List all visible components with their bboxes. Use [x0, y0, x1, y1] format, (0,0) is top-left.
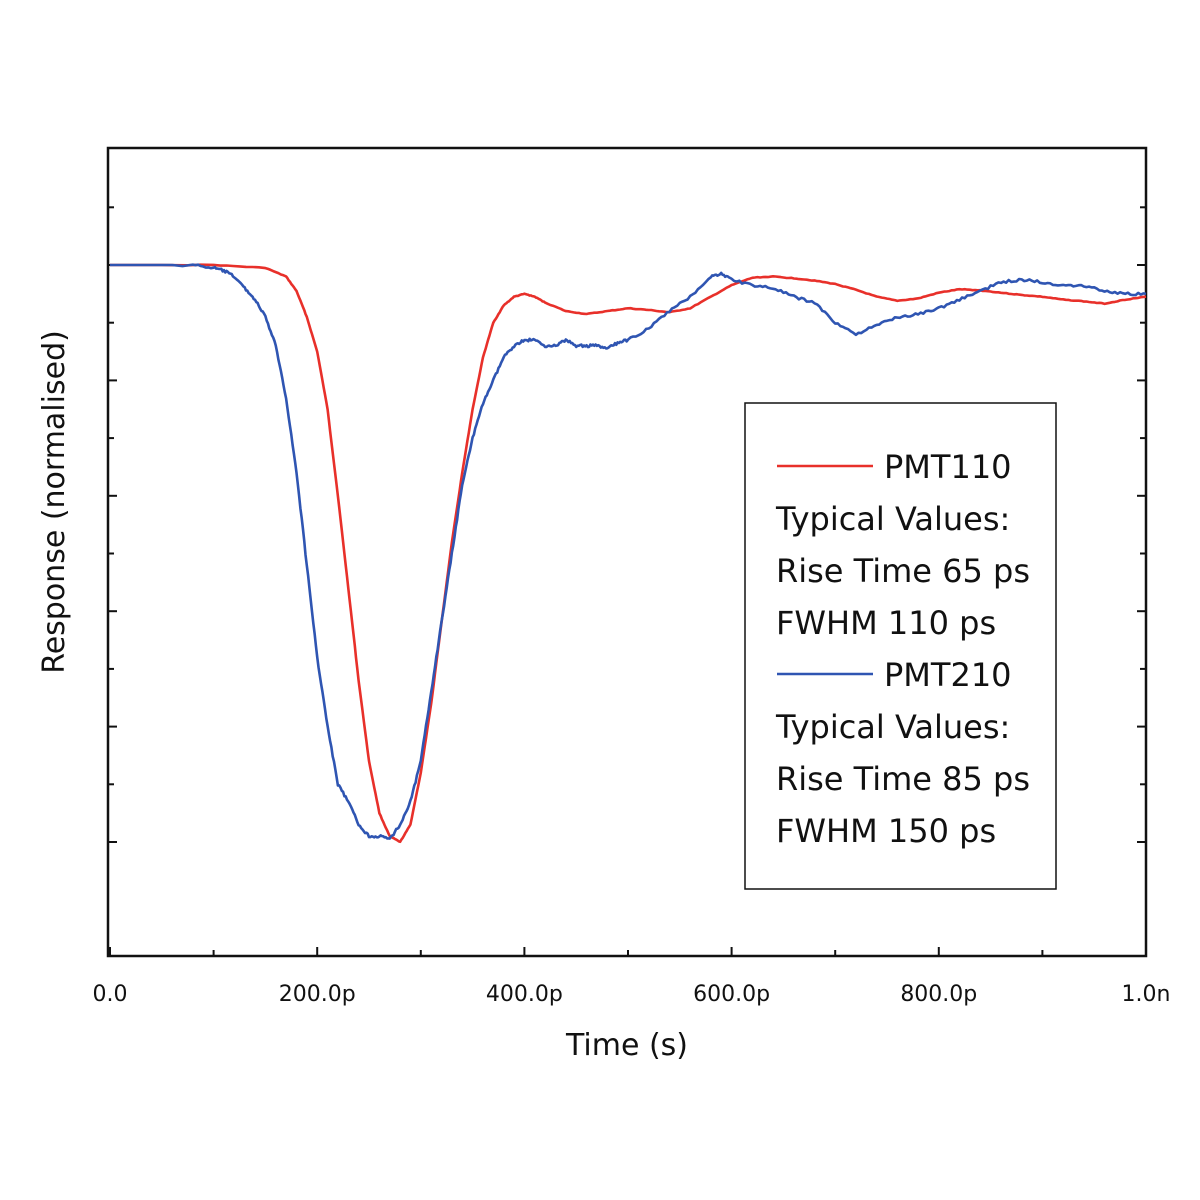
legend-pmt210-typical: Typical Values:: [775, 708, 1010, 746]
x-tick-label: 800.0p: [900, 982, 977, 1007]
x-tick-label: 600.0p: [693, 982, 770, 1007]
legend-pmt110-rise-time: Rise Time 65 ps: [776, 552, 1030, 590]
x-tick-labels: 0.0 200.0p 400.0p 600.0p 800.0p 1.0n: [93, 982, 1171, 1007]
legend-box: [744, 402, 1057, 890]
x-tick-label: 400.0p: [486, 982, 563, 1007]
axis-ticks: [108, 206, 1147, 956]
legend-pmt210-fwhm: FWHM 150 ps: [776, 812, 996, 850]
legend-label-pmt210: PMT210: [884, 656, 1012, 694]
series-line-pmt210: [110, 263, 1147, 840]
x-axis-label: Time (s): [565, 1028, 688, 1063]
legend-pmt110-fwhm: FWHM 110 ps: [776, 604, 996, 642]
x-tick-label: 0.0: [93, 982, 128, 1007]
legend-pmt210-rise-time: Rise Time 85 ps: [776, 760, 1030, 798]
series-line-pmt110: [110, 263, 1147, 844]
legend: PMT110 Typical Values: Rise Time 65 ps F…: [744, 402, 1057, 890]
series-layer: [110, 263, 1147, 844]
x-tick-label: 200.0p: [279, 982, 356, 1007]
y-axis-label: Response (normalised): [37, 330, 72, 674]
x-tick-label: 1.0n: [1122, 982, 1171, 1007]
legend-label-pmt110: PMT110: [884, 448, 1012, 486]
legend-pmt110-typical: Typical Values:: [775, 500, 1010, 538]
